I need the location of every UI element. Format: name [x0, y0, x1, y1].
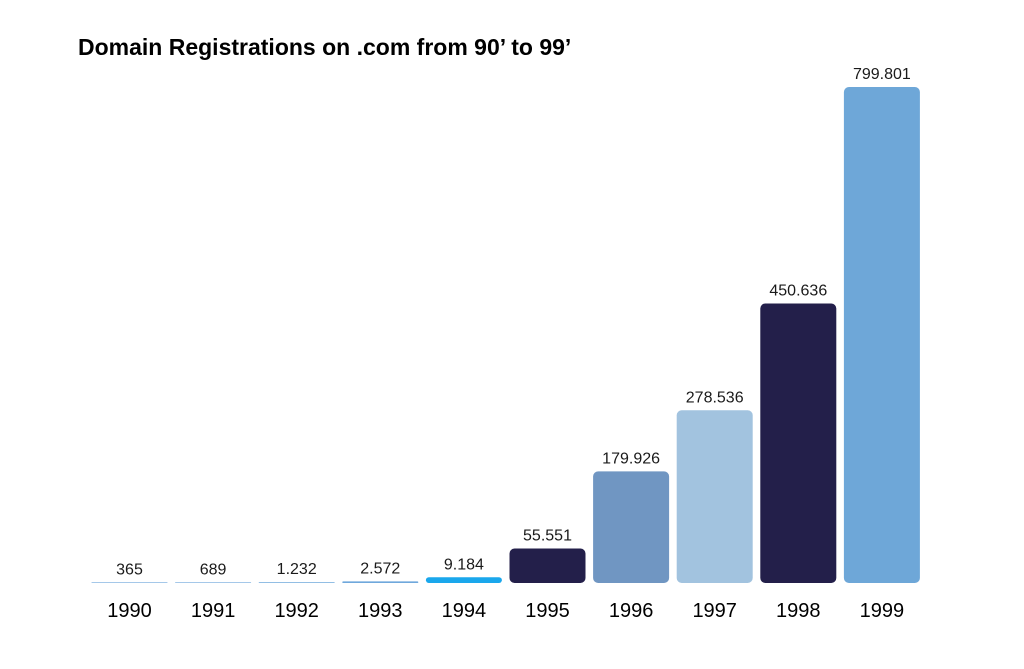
value-label-1995: 55.551: [523, 528, 572, 545]
value-label-1997: 278.536: [686, 389, 744, 406]
category-label-1995: 1995: [525, 600, 570, 622]
bar-1997: [676, 410, 753, 583]
value-labels-layer: 365 689 1.232 2.572 9.184 55.551 179.926 278.53…: [116, 66, 911, 578]
category-label-1990: 1990: [107, 600, 152, 622]
category-label-1994: 1994: [442, 600, 487, 622]
bar-1996: [593, 471, 670, 583]
bar-1992: [258, 582, 335, 583]
category-label-1991: 1991: [191, 600, 236, 622]
bar-1994: [425, 577, 502, 583]
bar-1995: [509, 548, 586, 583]
category-label-1998: 1998: [776, 600, 821, 622]
category-label-1999: 1999: [860, 600, 905, 622]
value-label-1992: 1.232: [277, 561, 317, 578]
value-label-1993: 2.572: [360, 560, 400, 577]
category-labels-layer: 1990 1991 1992 1993 1994 1995 1996 1997 1998 1999: [107, 600, 904, 622]
value-label-1999: 799.801: [853, 66, 911, 83]
chart-title: Domain Registrations on .com from 90’ to…: [78, 34, 572, 60]
value-label-1991: 689: [200, 561, 227, 578]
value-label-1998: 450.636: [769, 283, 827, 300]
bar-1990: [91, 582, 168, 583]
category-label-1997: 1997: [692, 600, 737, 622]
value-label-1996: 179.926: [602, 450, 660, 467]
bars-layer: [91, 87, 920, 583]
bar-1991: [175, 582, 252, 583]
bar-1993: [342, 581, 419, 583]
category-label-1996: 1996: [609, 600, 654, 622]
category-label-1993: 1993: [358, 600, 403, 622]
category-label-1992: 1992: [274, 600, 319, 622]
bar-1999: [843, 87, 920, 583]
value-label-1990: 365: [116, 561, 143, 578]
bar-1998: [760, 303, 837, 583]
value-label-1994: 9.184: [444, 556, 484, 573]
